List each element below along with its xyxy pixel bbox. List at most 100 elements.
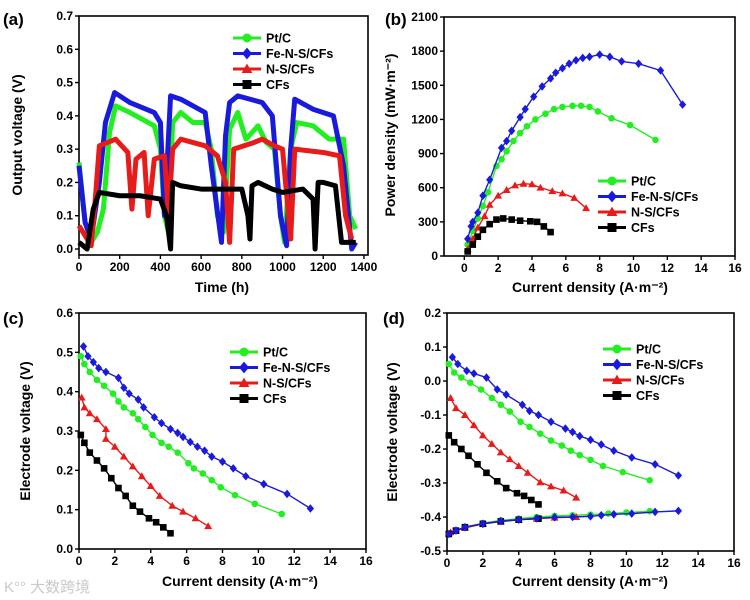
data-point: [482, 373, 491, 382]
data-point: [251, 500, 259, 508]
legend-marker-diamond-icon: [612, 358, 622, 371]
data-point: [445, 432, 453, 439]
data-point: [651, 460, 659, 469]
data-point: [146, 482, 155, 490]
data-point: [468, 234, 477, 242]
data-point: [485, 200, 494, 208]
data-point: [460, 411, 469, 418]
data-point: [119, 452, 128, 460]
data-point: [306, 504, 315, 513]
data-point: [101, 425, 110, 433]
data-point: [528, 496, 535, 504]
legend-item: Fe-N-S/CFs: [233, 47, 333, 61]
y-tick-label: 0.0: [56, 242, 73, 256]
data-point: [535, 501, 542, 508]
data-point: [452, 526, 460, 535]
series-fe-n-s-cfs: [464, 50, 687, 244]
series-pt-c: [77, 352, 285, 518]
x-tick-label: 2: [112, 554, 119, 568]
x-tick-label: 12: [656, 556, 670, 570]
x-tick-label: 1400: [351, 260, 378, 274]
y-tick-label: 0.1: [56, 209, 73, 223]
data-point: [597, 511, 605, 520]
legend-label: CFs: [263, 392, 287, 406]
data-point: [547, 482, 555, 490]
data-point: [450, 438, 458, 446]
data-point: [497, 516, 505, 526]
data-point: [586, 512, 595, 521]
legend-item: CFs: [603, 389, 660, 403]
data-point: [474, 208, 482, 218]
data-point: [520, 492, 528, 500]
data-point: [623, 509, 630, 516]
data-point: [546, 74, 555, 83]
data-point: [508, 216, 515, 223]
x-tick-label: 1000: [269, 260, 296, 274]
data-point: [652, 136, 659, 144]
data-point: [120, 383, 128, 393]
data-point: [79, 342, 88, 351]
data-point: [185, 459, 192, 467]
data-point: [179, 432, 187, 442]
data-point: [517, 418, 524, 426]
data-point: [523, 468, 532, 476]
legend-item: CFs: [230, 392, 287, 406]
data-point: [508, 126, 516, 136]
data-point: [102, 367, 110, 377]
y-tick-label: 0.1: [56, 503, 73, 517]
data-point: [530, 92, 538, 101]
data-point: [92, 415, 101, 423]
data-point: [77, 393, 86, 401]
data-point: [469, 421, 478, 429]
data-point: [479, 191, 487, 200]
series-fe-n-s-cfs: [76, 90, 358, 252]
legend-marker-square-icon: [612, 391, 622, 400]
y-tick-label: -0.2: [420, 442, 441, 456]
data-point: [109, 390, 117, 397]
data-point: [597, 440, 605, 449]
legend-label: Pt/C: [263, 346, 288, 360]
data-point: [596, 50, 604, 59]
data-point: [558, 442, 566, 449]
data-point: [608, 114, 615, 122]
legend-label: Pt/C: [631, 175, 656, 189]
x-tick-label: 10: [252, 554, 266, 568]
legend-marker-triangle-icon: [611, 374, 623, 385]
data-point: [587, 456, 594, 464]
data-point: [454, 359, 462, 369]
legend-marker-triangle-icon: [606, 206, 618, 217]
legend-marker-circle-icon: [239, 347, 249, 357]
data-point: [532, 116, 539, 123]
data-point: [513, 489, 521, 497]
data-point: [81, 439, 88, 447]
data-point: [204, 522, 213, 530]
series-line: [76, 90, 358, 252]
data-point: [190, 465, 198, 472]
y-tick-label: 0.3: [56, 424, 73, 438]
data-point: [152, 518, 160, 526]
data-point: [199, 470, 207, 477]
data-point: [149, 431, 156, 439]
data-point: [605, 510, 612, 517]
data-point: [525, 406, 534, 416]
series-n-s-cfs: [446, 394, 581, 501]
data-point: [174, 428, 182, 438]
data-point: [488, 394, 496, 402]
y-tick-label: 0.0: [424, 374, 441, 388]
data-point: [464, 248, 471, 255]
legend-item: N-S/CFs: [233, 63, 315, 77]
data-point: [110, 442, 119, 450]
data-point: [191, 514, 200, 522]
legend-marker-circle-icon: [607, 176, 617, 186]
data-point: [479, 226, 487, 234]
plot-frame: [78, 312, 367, 550]
series-cfs: [77, 431, 174, 537]
y-tick-label: 0.7: [56, 9, 73, 23]
plot-frame: [443, 16, 736, 257]
x-tick-label: 4: [515, 556, 522, 570]
data-point: [656, 66, 665, 75]
data-point: [511, 181, 520, 189]
x-tick-label: 400: [150, 260, 170, 274]
data-point: [445, 360, 453, 368]
